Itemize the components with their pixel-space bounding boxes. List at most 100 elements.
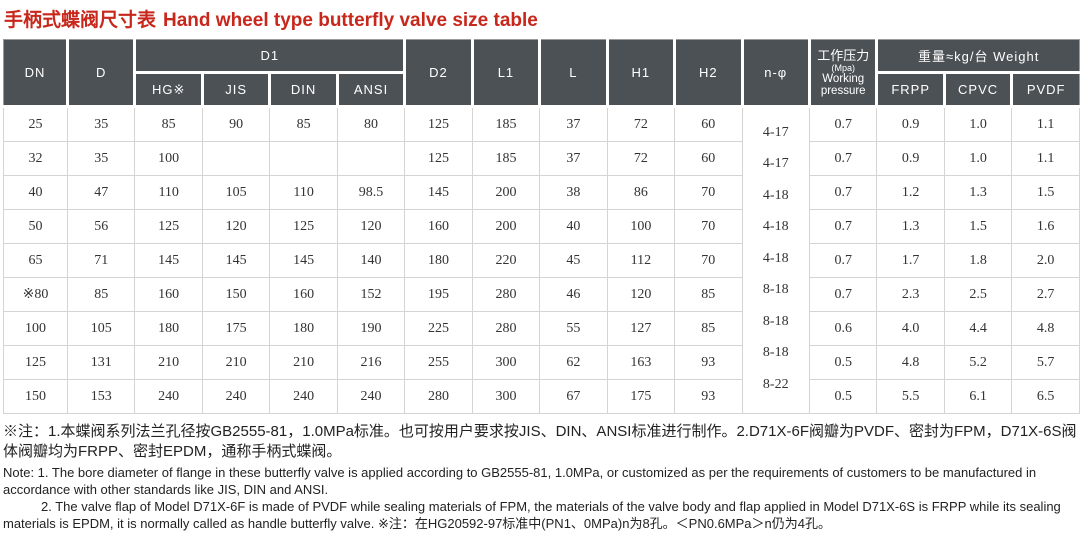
- cell-value: 35: [94, 150, 109, 166]
- cell-value: 112: [630, 252, 652, 268]
- table-row: 65 71 145 145 145 140 180 220 45 112 70 4-18 0.7 1.7 1…: [3, 243, 1080, 278]
- page-title: 手柄式蝶阀尺寸表 Hand wheel type butterfly valve …: [4, 5, 1080, 32]
- cell-value: 60: [701, 116, 716, 132]
- cell-value: 1.8: [969, 252, 987, 268]
- cell-h2: 60: [674, 106, 743, 142]
- cell-h1: 100: [606, 209, 676, 244]
- cell-value: 190: [360, 320, 382, 336]
- cell-value: 5.5: [901, 388, 920, 404]
- cell-value: 40: [28, 184, 43, 200]
- cell-value: 40: [566, 218, 581, 234]
- working-pressure-label-en: Working pressure: [820, 72, 866, 97]
- cell-frpp: 1.3: [876, 209, 945, 244]
- cell-l1: 280: [471, 311, 541, 346]
- cell-dn: 50: [3, 209, 68, 244]
- cell-value: 67: [566, 388, 581, 404]
- cell-d1-jis: 105: [201, 175, 271, 210]
- cell-value: 85: [701, 286, 716, 302]
- cell-d: 71: [66, 243, 136, 278]
- cell-h2: 93: [674, 345, 743, 380]
- cell-value: 0.5: [834, 354, 852, 370]
- cell-value: 1.5: [969, 218, 987, 234]
- cell-d1-jis: 240: [201, 379, 271, 414]
- table-row: 150 153 240 240 240 240 280 300 67 175 93 8-22 0.5 5.…: [3, 377, 1080, 414]
- col-header-working-pressure: 工作压力 (Mpa) Working pressure: [807, 39, 879, 108]
- cell-cpvc: 1.0: [943, 106, 1013, 142]
- header-row-2: HG※ JIS DIN ANSI FRPP CPVC PVDF: [4, 71, 1080, 108]
- cell-d1-jis: [201, 141, 271, 176]
- cell-value: 2.3: [901, 286, 920, 302]
- cell-d2: 145: [404, 175, 473, 210]
- cell-value: 125: [158, 218, 180, 234]
- cell-value: 240: [360, 388, 382, 404]
- cell-value: 0.7: [834, 252, 852, 268]
- col-header-n-phi: n-φ: [740, 39, 811, 108]
- cell-value: 216: [360, 354, 382, 370]
- cell-value: 280: [495, 286, 517, 302]
- cell-h1: 112: [606, 243, 676, 278]
- cell-value: 131: [90, 354, 112, 370]
- cell-dn: 40: [3, 175, 68, 210]
- cell-value: 1.0: [969, 116, 987, 132]
- cell-value: 62: [566, 354, 581, 370]
- cell-value: 150: [25, 388, 46, 404]
- cell-d1-hg: 100: [134, 141, 203, 176]
- cell-d: 105: [66, 311, 136, 346]
- cell-value: 86: [633, 184, 648, 200]
- cell-d2: 125: [404, 106, 473, 142]
- col-header-frpp: FRPP: [875, 71, 946, 108]
- cell-h2: 70: [674, 243, 743, 278]
- cell-l1: 185: [471, 141, 541, 176]
- cell-value: 35: [94, 116, 109, 132]
- cell-d: 131: [66, 345, 136, 380]
- cell-l1: 200: [471, 175, 541, 210]
- cell-h2: 85: [674, 311, 743, 346]
- cell-l1: 185: [471, 106, 541, 142]
- cell-value: 152: [360, 286, 382, 302]
- cell-d2: 125: [404, 141, 473, 176]
- size-table: DN D D1 D2 L1 L H1 H2 n-φ 工作压力 (Mpa) Wor…: [3, 39, 1080, 414]
- size-table-body: 25 35 85 90 85 80 125 185 37 72 60 4-17 0.7 0.9 1.0 1.1…: [3, 106, 1080, 414]
- cell-h2: 60: [674, 141, 743, 176]
- cell-d1-jis: 150: [201, 277, 271, 312]
- cell-d1-din: 145: [269, 243, 338, 278]
- cell-dn: 125: [3, 345, 68, 380]
- col-header-h2: H2: [673, 39, 744, 108]
- cell-value: 185: [495, 116, 517, 132]
- cell-working-pressure: 0.6: [808, 311, 878, 346]
- cell-l1: 220: [471, 243, 541, 278]
- cell-n-phi: 4-17: [741, 141, 810, 176]
- cell-value: 240: [293, 388, 315, 404]
- cell-cpvc: 1.5: [943, 209, 1013, 244]
- cell-working-pressure: 0.7: [808, 209, 878, 244]
- cell-n-phi: 4-18: [741, 243, 810, 278]
- cell-value: 55: [566, 320, 581, 336]
- cell-h1: 175: [606, 379, 676, 414]
- cell-value: 175: [630, 388, 652, 404]
- col-header-cpvc: CPVC: [942, 71, 1014, 108]
- cell-value: 225: [427, 320, 449, 336]
- cell-working-pressure: 0.7: [808, 106, 878, 142]
- cell-h1: 72: [606, 141, 676, 176]
- cell-value: 125: [427, 150, 449, 166]
- cell-l1: 280: [471, 277, 541, 312]
- cell-value: 72: [633, 150, 648, 166]
- cell-frpp: 2.3: [876, 277, 945, 312]
- cell-d1-hg: 160: [134, 277, 203, 312]
- cell-h1: 120: [606, 277, 676, 312]
- cell-pvdf: 1.5: [1011, 175, 1080, 210]
- page-title-en: Hand wheel type butterfly valve size tab…: [163, 10, 538, 31]
- cell-value: 145: [225, 252, 247, 268]
- note-en-1: Note: 1. The bore diameter of flange in …: [3, 465, 1037, 497]
- cell-d2: 195: [404, 277, 473, 312]
- cell-n-phi: 4-18: [741, 209, 810, 244]
- col-header-d2: D2: [403, 39, 474, 108]
- cell-d1-ansi: [336, 141, 406, 176]
- cell-value: 145: [427, 184, 449, 200]
- cell-cpvc: 1.0: [943, 141, 1013, 176]
- cell-value: 100: [25, 320, 46, 336]
- cell-value: 280: [427, 388, 449, 404]
- cell-value: 210: [293, 354, 315, 370]
- cell-value: 280: [495, 320, 517, 336]
- cell-d1-jis: 210: [201, 345, 271, 380]
